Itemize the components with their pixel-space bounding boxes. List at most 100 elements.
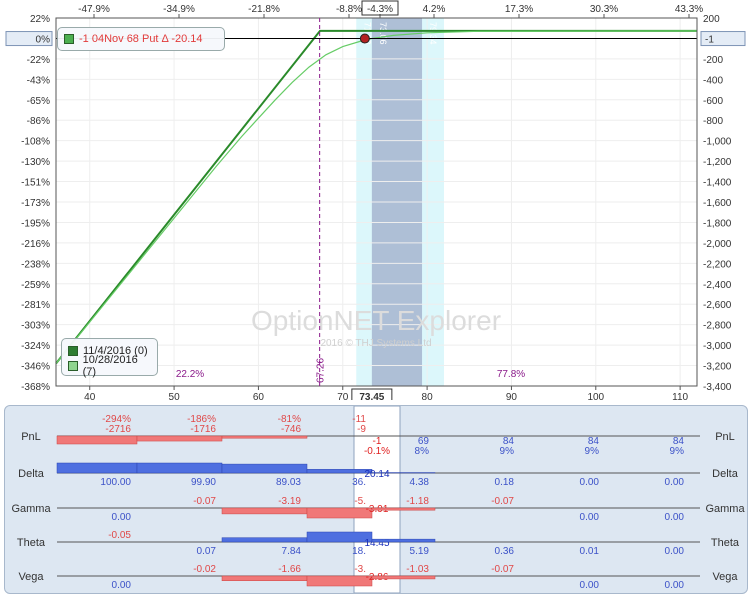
greek-row-label-left: PnL: [21, 431, 41, 443]
greek-bar: [221, 507, 308, 515]
right-tick-label: -1,800: [703, 218, 732, 229]
top-pct-label: 4.2%: [423, 4, 446, 15]
chart-annotations: 67.26 22.2% 77.8%: [176, 18, 525, 386]
current-x-label: 73.45: [359, 392, 384, 400]
greek-row-label-right: Delta: [712, 468, 739, 480]
position-swatch-icon: [64, 34, 74, 44]
greek-bar: [56, 435, 138, 445]
expiry-swatch-icon: [68, 345, 78, 356]
greek-value: -1: [373, 436, 382, 447]
greek-row-label-left: Theta: [17, 537, 46, 549]
date-legend-item-expiry[interactable]: 11/4/2016 (0): [62, 343, 157, 358]
watermark-title: OptionNET Explorer: [251, 305, 501, 336]
top-pct-label: -21.8%: [248, 4, 280, 15]
greek-value: -11: [352, 414, 366, 425]
greek-row-label-right: PnL: [715, 431, 735, 443]
left-tick-label: 22%: [30, 14, 50, 25]
sd-band-label: 71.68: [362, 22, 372, 45]
plot-frame: [55, 17, 698, 387]
x-tick-label: 50: [169, 392, 181, 400]
prob-right-label: 77.8%: [497, 369, 525, 380]
greek-value: 89.03: [276, 477, 301, 488]
greek-value-secondary: -1716: [190, 424, 216, 435]
greek-bar: [371, 507, 436, 511]
left-tick-label: -173%: [21, 198, 50, 209]
top-pct-label: -34.9%: [163, 4, 195, 15]
right-tick-label: -3,400: [703, 382, 732, 393]
right-tick-label: -2,400: [703, 280, 732, 291]
greek-value: 20.14: [364, 469, 389, 480]
left-tick-label: -303%: [21, 321, 50, 332]
right-zero-label: -1: [705, 35, 714, 46]
greek-value: -1.18: [406, 496, 429, 507]
greek-value: 0.00: [580, 580, 600, 591]
greek-bar: [136, 462, 223, 474]
greek-value: 0.00: [580, 477, 600, 488]
right-tick-label: -2,800: [703, 321, 732, 332]
right-tick-label: -600: [703, 96, 723, 107]
x-tick-label: 60: [253, 392, 265, 400]
current-x-box: [351, 388, 393, 400]
top-pct-label: -4.3%: [367, 4, 393, 15]
top-current-box: [361, 0, 399, 16]
greek-value: 0.00: [665, 546, 685, 557]
left-tick-label: -281%: [21, 300, 50, 311]
date-legend-item-current[interactable]: 10/28/2016 (7): [62, 354, 157, 378]
greek-value: 4.38: [410, 477, 430, 488]
breakeven-label: 67.26: [316, 358, 327, 383]
top-pct-label: 30.3%: [590, 4, 618, 15]
greek-value: 7.84: [282, 546, 302, 557]
series-line-current: [55, 30, 698, 364]
greek-row-label-right: Gamma: [705, 503, 745, 515]
greek-bar: [136, 435, 223, 442]
date-legend[interactable]: 11/4/2016 (0) 10/28/2016 (7): [61, 338, 158, 378]
x-tick-label: 90: [506, 392, 518, 400]
left-tick-label: -22%: [27, 55, 50, 66]
left-zero-label: 0%: [36, 35, 51, 46]
greek-bar: [371, 538, 436, 543]
pnl-chart[interactable]: 71.68 73.06 79.34 81.82 OptionNET Explorer …: [0, 0, 751, 400]
greek-value: 0.00: [112, 512, 132, 523]
greek-bar: [221, 463, 308, 474]
greek-value: 0.36: [495, 546, 515, 557]
greek-value: -3.: [354, 564, 366, 575]
greek-value: 0.00: [112, 580, 132, 591]
left-tick-label: -238%: [21, 259, 50, 270]
greek-value-secondary: 8%: [415, 446, 430, 457]
greek-value: 14.45: [364, 538, 389, 549]
greek-value: -3.19: [278, 496, 301, 507]
left-tick-label: -65%: [27, 96, 50, 107]
left-tick-label: -195%: [21, 218, 50, 229]
left-tick-label: -324%: [21, 341, 50, 352]
position-legend-row[interactable]: -1 04Nov 68 Put Δ -20.14: [58, 32, 209, 47]
sd-band-label: 79.34: [428, 22, 438, 45]
greek-bar: [221, 575, 308, 581]
x-tick-label: 70: [337, 392, 349, 400]
greek-value: -1.66: [278, 564, 301, 575]
greek-value: -294%: [102, 414, 131, 425]
left-tick-label: -43%: [27, 75, 50, 86]
greek-value: 100.00: [100, 477, 131, 488]
right-tick-label: -400: [703, 75, 723, 86]
right-tick-label: -1,200: [703, 157, 732, 168]
right-tick-label: -800: [703, 116, 723, 127]
sd-band-label: 73.06: [378, 22, 388, 45]
sd-band-label: 81.82: [450, 22, 460, 45]
greek-value: 0.18: [495, 477, 515, 488]
greek-value-secondary: 9%: [585, 446, 600, 457]
date-legend-label: 11/4/2016 (0): [83, 344, 148, 357]
right-tick-label: -1,400: [703, 178, 732, 189]
greek-bar: [56, 462, 138, 474]
greek-value: 0.00: [580, 512, 600, 523]
greek-row-label-right: Theta: [711, 537, 740, 549]
greek-value: 0.01: [580, 546, 600, 557]
greek-value: -81%: [278, 414, 301, 425]
position-legend[interactable]: -1 04Nov 68 Put Δ -20.14: [57, 27, 225, 51]
greek-bar: [306, 575, 373, 587]
greeks-table: 73.45PnLPnL-294%-2716-186%-1716-81%-746-…: [11, 406, 745, 593]
greek-value: -0.07: [193, 496, 216, 507]
greek-bar: [306, 469, 373, 474]
greek-value: 0.00: [665, 580, 685, 591]
greek-value: 36.: [352, 477, 366, 488]
current-point: [359, 33, 370, 44]
